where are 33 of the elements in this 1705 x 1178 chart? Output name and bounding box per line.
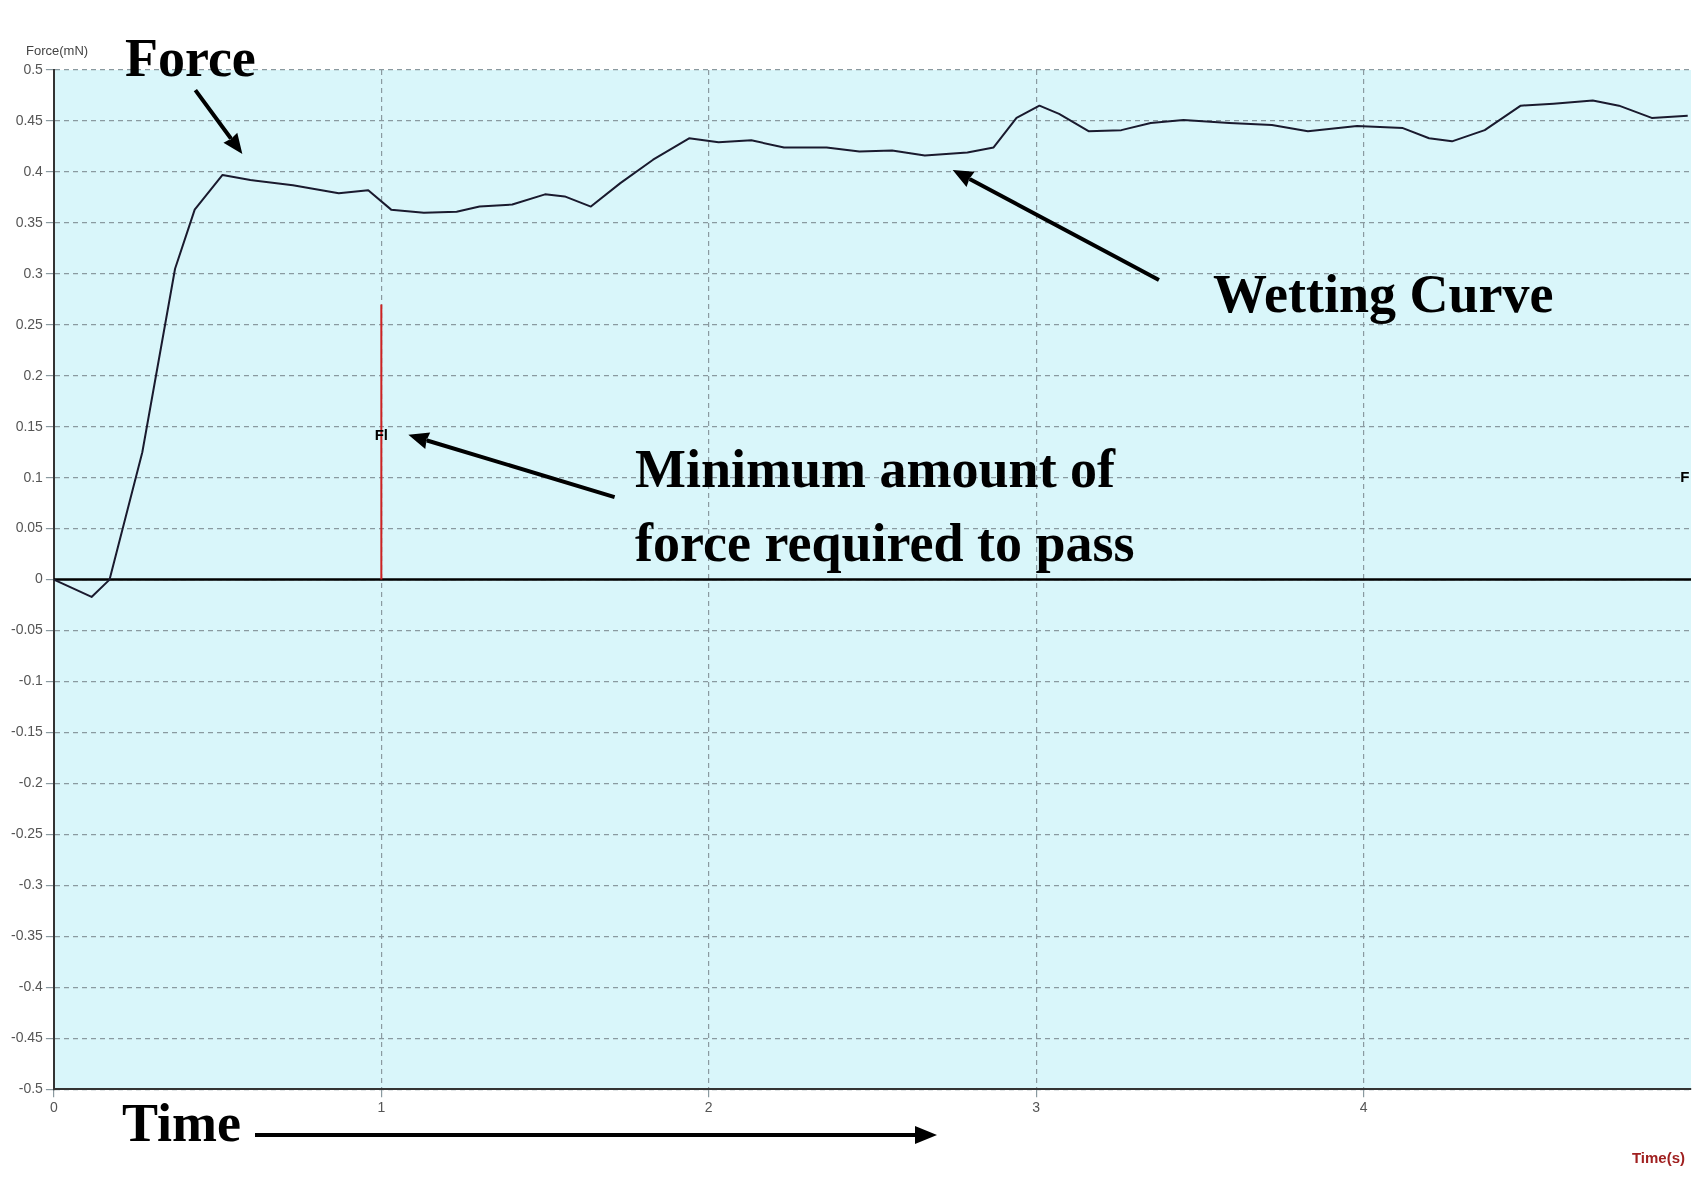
x-tick-label: 0 xyxy=(50,1099,59,1116)
y-tick-label: -0.25 xyxy=(10,825,44,842)
y-tick-label: 0 xyxy=(35,570,44,587)
y-tick-label: 0.2 xyxy=(23,366,44,383)
x-tick-label: 1 xyxy=(377,1099,386,1116)
x-axis-title: Time(s) xyxy=(1631,1148,1685,1166)
y-tick-label: -0.4 xyxy=(18,978,44,995)
y-tick-label: 0.35 xyxy=(15,213,44,230)
y-tick-label: -0.2 xyxy=(18,774,44,791)
y-tick-label: 0.1 xyxy=(23,468,44,485)
y-tick-label: -0.1 xyxy=(18,672,44,689)
y-tick-label: 0.45 xyxy=(15,111,44,128)
y-tick-label: -0.45 xyxy=(10,1029,44,1046)
y-tick-label: -0.3 xyxy=(18,876,44,893)
y-tick-label: 0.25 xyxy=(15,315,44,332)
annotation: F xyxy=(1680,467,1690,485)
x-tick-label: 2 xyxy=(704,1099,713,1116)
annotation: Minimum amount of force required to pass xyxy=(635,438,1135,573)
y-tick-label: -0.15 xyxy=(10,723,44,740)
y-tick-label: -0.05 xyxy=(10,621,44,638)
y-axis-title: Force(mN) xyxy=(26,43,89,59)
annotation: Wetting Curve xyxy=(1213,264,1554,325)
x-tick-label: 3 xyxy=(1032,1099,1041,1116)
text: Time xyxy=(121,1093,241,1154)
y-tick-label: -0.5 xyxy=(18,1080,44,1097)
y-tick-label: 0.3 xyxy=(23,264,44,281)
annotation: Force xyxy=(124,28,256,89)
x-tick-label: 4 xyxy=(1359,1099,1368,1116)
y-tick-label: 0.4 xyxy=(23,162,44,179)
y-tick-label: 0.15 xyxy=(15,417,44,434)
y-tick-label: -0.35 xyxy=(10,927,44,944)
y-tick-label: 0.05 xyxy=(15,519,44,536)
y-tick-label: 0.5 xyxy=(23,60,44,77)
